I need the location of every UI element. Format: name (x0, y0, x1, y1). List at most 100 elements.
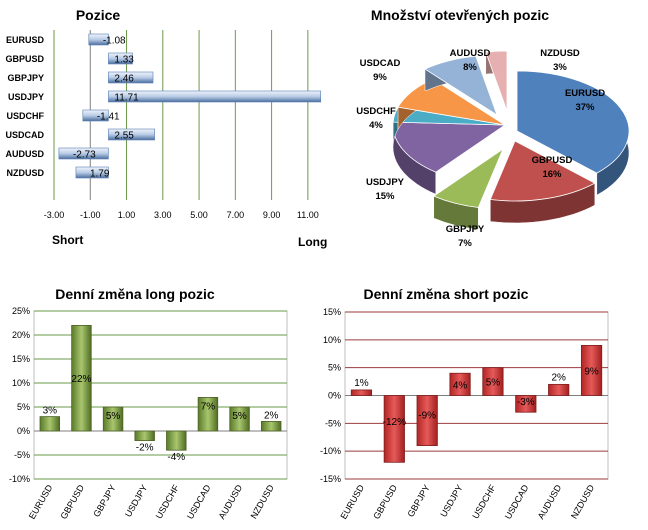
bar-nzdusd (580, 344, 603, 396)
bar-eurusd (350, 389, 373, 396)
bar-usdcad (108, 128, 155, 141)
bar-gbpusd (108, 52, 133, 65)
short-label: Short (52, 233, 83, 247)
pie-slice-top (489, 140, 596, 202)
x-category-label: AUDUSD (217, 483, 245, 521)
bar-nzdusd (75, 166, 109, 179)
category-label: USDCAD (5, 130, 44, 140)
y-tick-label: -10% (320, 446, 341, 456)
x-tick-label: 1.00 (118, 210, 136, 220)
bar-eurusd (39, 416, 61, 432)
value-label-usdchf: -1.41 (97, 112, 120, 123)
pie-percent-eurusd: 37% (575, 102, 595, 113)
value-label-gbpusd: 22% (71, 374, 91, 385)
category-label: USDJPY (8, 92, 44, 102)
x-category-label: NZDUSD (569, 483, 597, 521)
pie-title: Množství otevřených pozic (371, 7, 549, 23)
y-tick-label: -15% (320, 474, 341, 484)
bar-gbpjpy (102, 406, 124, 432)
x-category-label: USDCAD (185, 483, 213, 521)
bar-audusd (229, 406, 250, 432)
y-tick-label: 0% (328, 391, 341, 401)
x-category-label: GBPJPY (406, 483, 432, 519)
y-tick-label: 10% (12, 378, 30, 388)
pie-label-usdchf: USDCHF (356, 106, 396, 117)
y-tick-label: 5% (17, 402, 30, 412)
pie-percent-usdcad: 9% (373, 72, 387, 83)
value-label-nzdusd: 9% (584, 366, 599, 377)
pie-slice-gbpusd (489, 140, 596, 224)
y-tick-label: 5% (328, 363, 341, 373)
long-label: Long (298, 235, 327, 249)
value-label-gbpusd: 1.33 (114, 55, 134, 66)
y-tick-label: 15% (323, 307, 341, 317)
x-tick-label: -3.00 (44, 210, 65, 220)
value-label-gbpusd: -12% (383, 417, 406, 428)
value-label-audusd: 5% (232, 411, 247, 422)
value-label-audusd: -2.73 (73, 150, 96, 161)
category-label: EURUSD (6, 35, 45, 45)
value-label-nzdusd: 1.79 (90, 169, 110, 180)
pie-slice-top (485, 50, 508, 112)
long-change-title: Denní změna long pozic (55, 286, 215, 302)
pie-slice-audusd (424, 55, 498, 116)
pie-label-gbpusd: GBPUSD (532, 155, 573, 166)
pie-slice-top (432, 147, 504, 208)
bar-usdchf (82, 109, 109, 122)
value-label-gbpjpy: 2.46 (114, 74, 134, 85)
y-tick-label: -5% (14, 450, 30, 460)
x-category-label: GBPJPY (91, 483, 117, 519)
pie-label-usdjpy: USDJPY (366, 177, 405, 188)
y-tick-label: -5% (325, 418, 341, 428)
category-label: USDCHF (7, 111, 45, 121)
value-label-audusd: 2% (551, 372, 566, 383)
pie-percent-nzdusd: 3% (553, 62, 567, 73)
y-tick-label: 0% (17, 426, 30, 436)
y-tick-label: 20% (12, 330, 30, 340)
long-change-chart: Denní změna long pozic -10% -5% 0% 5% 10% 15%… (9, 286, 288, 521)
x-category-label: NZDUSD (249, 483, 277, 521)
value-label-eurusd: 1% (354, 378, 369, 389)
value-label-usdjpy: 4% (453, 380, 468, 391)
positions-chart: Pozice -1.08 1.33 2.46 11.71 -1.41 2.55 -2.73 1… (5, 7, 327, 249)
value-label-usdcad: 2.55 (114, 131, 134, 142)
bar-gbpjpy (416, 395, 438, 446)
value-label-eurusd: -1.08 (103, 36, 126, 47)
pie-label-usdcad: USDCAD (360, 58, 401, 69)
category-label: GBPJPY (7, 73, 44, 83)
y-tick-label: 10% (323, 335, 341, 345)
value-label-gbpjpy: 5% (106, 411, 121, 422)
x-category-label: GBPUSD (59, 483, 87, 521)
y-tick-label: 15% (12, 354, 30, 364)
x-category-label: AUDUSD (536, 483, 564, 521)
short-change-title: Denní změna short pozic (364, 286, 529, 302)
bar-gbpusd (383, 395, 405, 463)
x-category-label: EURUSD (27, 483, 55, 521)
bar-audusd (58, 147, 109, 160)
pie-slice-nzdusd (485, 50, 508, 112)
pie-label-nzdusd: NZDUSD (540, 48, 580, 59)
pie-slice-top (424, 55, 498, 116)
pie-percent-usdchf: 4% (369, 120, 383, 131)
value-label-usdchf: -4% (167, 452, 185, 463)
value-label-usdcad: 7% (201, 401, 216, 412)
category-label: NZDUSD (7, 168, 45, 178)
pie-percent-audusd: 8% (463, 62, 477, 73)
bar-eurusd (88, 33, 109, 46)
bar-usdcad (197, 396, 219, 432)
bar-gbpjpy (108, 71, 154, 84)
bar-usdjpy (134, 430, 155, 442)
x-category-label: EURUSD (339, 483, 367, 521)
value-label-usdjpy: 11.71 (114, 93, 139, 104)
x-tick-label: 7.00 (227, 210, 245, 220)
x-category-label: USDCAD (503, 483, 531, 521)
value-label-nzdusd: 2% (264, 410, 279, 421)
pie-label-audusd: AUDUSD (450, 48, 491, 59)
pie-slice-top (516, 70, 630, 174)
category-label: GBPUSD (5, 54, 44, 64)
value-label-usdcad: -3% (517, 397, 535, 408)
bar-gbpusd (71, 324, 92, 432)
bar-usdjpy (449, 372, 471, 396)
x-tick-label: 11.00 (297, 210, 319, 220)
